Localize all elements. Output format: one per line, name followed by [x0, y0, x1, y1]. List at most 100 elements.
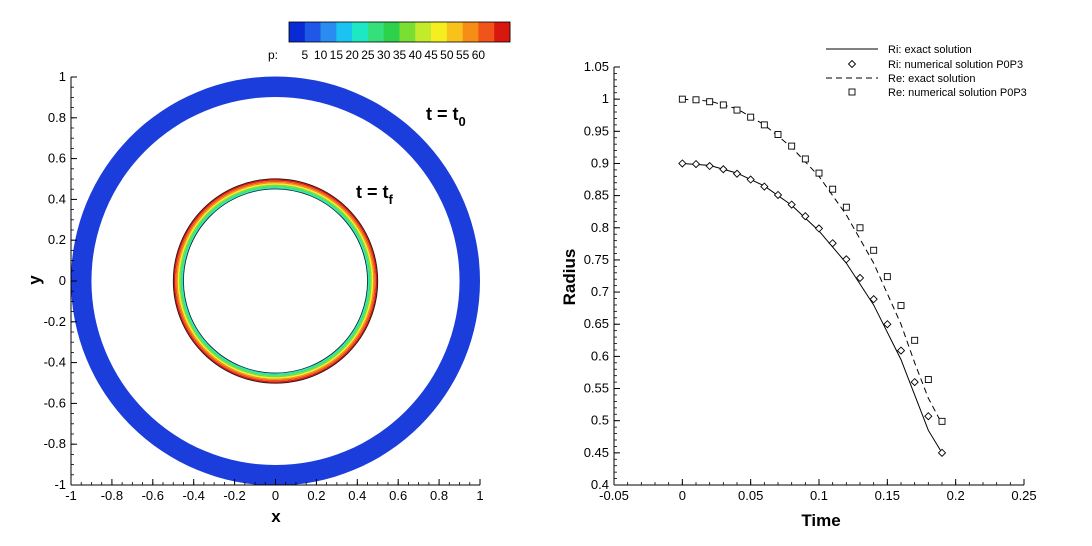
data-point — [883, 273, 891, 281]
data-point — [760, 121, 768, 129]
annotation-tf-main: t = t — [356, 182, 389, 202]
left-x-tick-label: -0.2 — [223, 488, 245, 503]
y-axis-label-left: y — [25, 275, 44, 285]
series-line — [682, 98, 943, 425]
colorbar-swatch — [462, 22, 479, 42]
x-axis-label-right: Time — [801, 511, 840, 530]
right-axes: -0.05 0 0.05 0.1 0.15 0.2 0.25 0.4 0.45 0.5 0.55 0.… — [584, 59, 1037, 503]
colorbar-swatch — [367, 22, 385, 42]
right-y-tick-label: 0.65 — [584, 316, 609, 331]
ring-tf-band — [175, 180, 376, 382]
series-3 — [682, 98, 943, 425]
data-point — [719, 101, 727, 109]
colorbar-swatch — [304, 22, 321, 42]
legend-swatch-marker — [848, 88, 856, 96]
left-y-tick-label: -1 — [54, 477, 66, 492]
data-point — [691, 159, 701, 169]
series-2 — [678, 159, 947, 457]
right-y-tick-label: 0.4 — [591, 477, 609, 492]
data-point — [801, 155, 809, 163]
colorbar-level-label: 40 — [409, 48, 423, 62]
colorbar-level-label: 15 — [330, 48, 344, 62]
colorbar-level-label: 20 — [345, 48, 359, 62]
right-y-tick-label: 1 — [602, 91, 609, 106]
data-point — [705, 161, 714, 171]
colorbar-swatch — [336, 22, 353, 42]
left-y-tick-label: -0.2 — [44, 314, 66, 329]
right-y-tick-label: 0.75 — [584, 252, 609, 267]
right-y-tick-label: 0.45 — [584, 445, 609, 460]
data-point — [869, 295, 878, 304]
right-y-tick-label: 0.5 — [591, 413, 609, 428]
ring-tf-band — [176, 182, 375, 380]
left-plot-area — [71, 76, 480, 486]
left-y-tick-label: -0.8 — [44, 436, 66, 451]
right-x-tick-label: 0.15 — [875, 488, 900, 503]
data-point — [924, 376, 932, 383]
left-x-tick-label: 1 — [476, 488, 483, 503]
data-point — [732, 169, 742, 178]
left-y-tick-label: -0.6 — [44, 395, 66, 410]
data-point — [883, 320, 892, 329]
annotation-t0: t = t0 — [426, 104, 466, 129]
data-point — [706, 98, 714, 106]
right-y-tick-label: 0.6 — [591, 348, 609, 363]
legend-label: Ri: exact solution — [888, 44, 972, 56]
colorbar-title: p: — [268, 48, 278, 62]
colorbar-level-label: 55 — [456, 48, 470, 62]
data-point — [911, 336, 919, 344]
ring-tf-band — [177, 183, 374, 379]
ring-tf-band — [173, 178, 378, 384]
left-y-tick-label: 0.2 — [48, 232, 66, 247]
data-point — [773, 190, 783, 200]
legend-label: Ri: numerical solution P0P3 — [888, 59, 1023, 71]
colorbar-frame — [288, 21, 511, 43]
colorbar-level-label: 60 — [472, 48, 486, 62]
data-point — [760, 182, 769, 191]
data-point — [678, 159, 687, 168]
data-point — [801, 212, 810, 221]
right-y-tick-label: 1.05 — [584, 59, 609, 74]
right-y-tick-label: 0.9 — [591, 155, 609, 170]
data-point — [842, 255, 851, 264]
colorbar-level-label: 50 — [440, 48, 454, 62]
radius-time-chart: -0.05 0 0.05 0.1 0.15 0.2 0.25 0.4 0.45 0.5 0.55 0.… — [560, 44, 1037, 530]
right-y-tick-label: 0.7 — [591, 284, 609, 299]
left-y-tick-label: 0.6 — [48, 151, 66, 166]
colorbar-swatch — [431, 22, 448, 42]
data-point — [719, 165, 728, 174]
left-x-tick-label: -0.8 — [101, 488, 123, 503]
right-y-tick-label: 0.8 — [591, 220, 609, 235]
ring-tf-band — [180, 186, 371, 376]
right-x-tick-label: 0 — [679, 488, 686, 503]
colorbar-swatch — [415, 22, 432, 42]
data-point — [910, 377, 919, 387]
colorbar-level-label: 30 — [377, 48, 391, 62]
data-point — [747, 113, 755, 121]
right-plot-area — [678, 95, 947, 457]
colorbar-level-label: 10 — [314, 48, 328, 62]
ring-tf-band — [179, 184, 372, 378]
legend-label: Re: numerical solution P0P3 — [888, 87, 1027, 99]
colorbar-swatch — [320, 22, 337, 42]
data-point — [937, 448, 947, 457]
data-point — [829, 185, 837, 193]
annotation-t0-main: t = t — [426, 104, 459, 124]
ring-tf-inner-edge — [183, 188, 368, 374]
legend-label: Re: exact solution — [888, 73, 975, 85]
colorbar-level-label: 25 — [361, 48, 375, 62]
data-point — [692, 96, 700, 104]
left-y-tick-label: 1 — [59, 69, 66, 84]
data-point — [746, 175, 755, 184]
colorbar-swatch — [399, 22, 416, 42]
ring-t0 — [71, 76, 480, 486]
colorbar-swatch — [352, 22, 369, 42]
left-y-tick-label: -0.4 — [44, 355, 66, 370]
right-y-tick-label: 0.95 — [584, 123, 609, 138]
ring-contour-plot: p: 5 10 15 20 25 30 35 40 45 50 55 60 -1 -0.8 -0.6 -0.4… — [25, 21, 511, 526]
right-y-tick-label: 0.85 — [584, 188, 609, 203]
left-x-tick-label: 0 — [272, 488, 279, 503]
annotation-t0-sub: 0 — [459, 114, 466, 129]
left-x-tick-label: 0.6 — [389, 488, 407, 503]
